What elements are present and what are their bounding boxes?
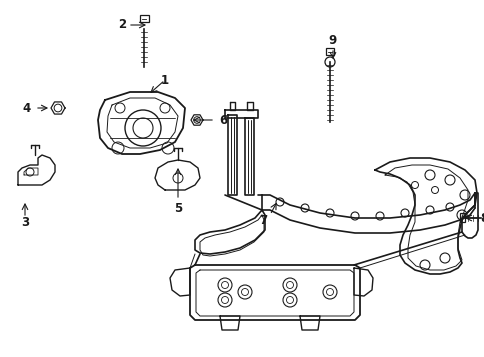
Text: 4: 4	[23, 101, 31, 115]
Bar	[459, 213, 464, 222]
Text: 5: 5	[174, 201, 182, 215]
Text: 9: 9	[328, 34, 336, 46]
Text: 8: 8	[479, 211, 484, 225]
Bar	[140, 15, 149, 22]
Text: 2: 2	[118, 19, 126, 31]
Text: 3: 3	[21, 216, 29, 228]
Text: 1: 1	[161, 74, 169, 86]
Text: 6: 6	[218, 114, 227, 126]
Text: 7: 7	[258, 213, 267, 226]
Bar	[325, 48, 333, 55]
